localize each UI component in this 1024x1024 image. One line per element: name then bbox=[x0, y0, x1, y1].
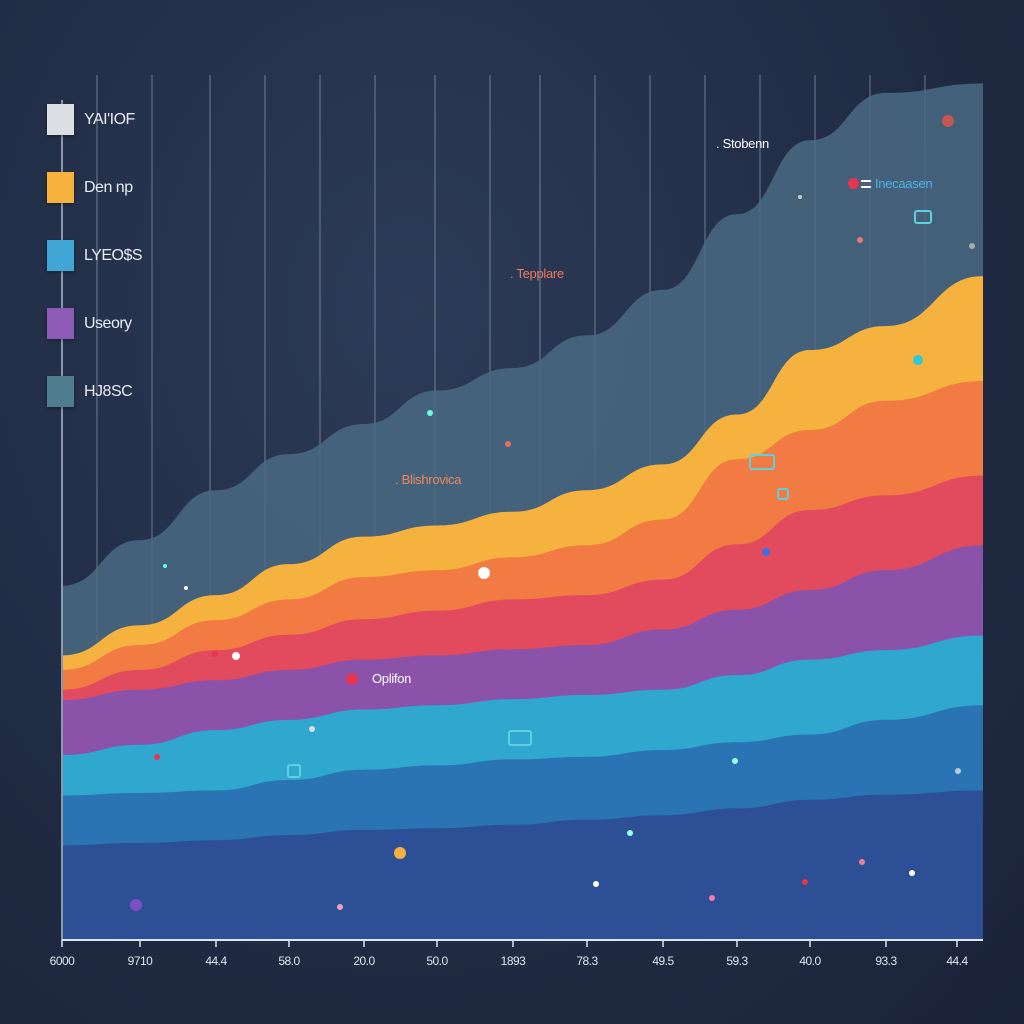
sparkle-dot bbox=[969, 243, 975, 249]
annotation-inecaasen: Inecaasen bbox=[848, 176, 933, 191]
legend-swatch bbox=[47, 308, 74, 339]
annotation-tepplare: . Tepplare bbox=[510, 266, 564, 281]
annotation-stobenn: . Stobenn bbox=[716, 136, 769, 151]
annotation-marker bbox=[346, 672, 358, 685]
sparkle-dot bbox=[163, 564, 167, 568]
legend-label: Useory bbox=[84, 314, 132, 332]
legend-item: HJ8SC bbox=[47, 376, 133, 407]
legend-item: LYEO$S bbox=[47, 240, 143, 271]
legend-label: HJ8SC bbox=[84, 382, 133, 400]
sparkle-dot bbox=[184, 586, 188, 590]
x-tick-label: 1893 bbox=[500, 954, 526, 968]
sparkle-dot bbox=[857, 237, 863, 243]
x-tick-label: 78.3 bbox=[576, 954, 598, 968]
marker-box-icon bbox=[914, 210, 932, 224]
sparkle-dot bbox=[798, 195, 802, 199]
marker-box-icon bbox=[508, 730, 532, 746]
sparkle-dot bbox=[154, 754, 160, 760]
sparkle-dot bbox=[762, 548, 770, 556]
sparkle-dot bbox=[232, 652, 240, 660]
x-tick-label: 50.0 bbox=[426, 954, 448, 968]
x-tick-label: 9710 bbox=[127, 954, 153, 968]
annotation-flag-icon bbox=[861, 179, 871, 188]
sparkle-dot bbox=[394, 847, 406, 859]
area-layer-0 bbox=[62, 790, 983, 940]
x-tick-label: 44.4 bbox=[946, 954, 968, 968]
sparkle-dot bbox=[130, 899, 142, 911]
x-ticks bbox=[61, 940, 958, 947]
x-tick-label: 49.5 bbox=[652, 954, 674, 968]
sparkle-dot bbox=[913, 355, 923, 365]
sparkle-dot bbox=[337, 904, 343, 910]
sparkle-dot bbox=[593, 881, 599, 887]
sparkle-dot bbox=[309, 726, 315, 732]
x-tick-label: 93.3 bbox=[875, 954, 897, 968]
legend-label: YAI'IOF bbox=[84, 110, 135, 128]
sparkle-dot bbox=[427, 410, 433, 416]
sparkle-dot bbox=[942, 115, 954, 127]
decorative-dots bbox=[130, 115, 975, 911]
x-tick-label: 20.0 bbox=[353, 954, 375, 968]
legend-label: Den np bbox=[84, 178, 133, 196]
sparkle-dot bbox=[212, 651, 218, 657]
legend-item: Den np bbox=[47, 172, 133, 203]
sparkle-dot bbox=[709, 895, 715, 901]
legend-label: LYEO$S bbox=[84, 246, 143, 264]
legend-item: YAI'IOF bbox=[47, 104, 135, 135]
marker-box-icon bbox=[287, 764, 301, 778]
annotation-blishrovica: . Blishrovica bbox=[395, 472, 462, 487]
sparkle-dot bbox=[859, 859, 865, 865]
sparkle-dot bbox=[955, 768, 961, 774]
marker-box-icon bbox=[749, 454, 775, 470]
legend-swatch bbox=[47, 376, 74, 407]
x-tick-label: 40.0 bbox=[799, 954, 821, 968]
area-layers bbox=[62, 83, 983, 941]
annotation-marker bbox=[848, 178, 859, 189]
legend-swatch bbox=[47, 240, 74, 271]
x-tick-label: 44.4 bbox=[205, 954, 227, 968]
sparkle-dot bbox=[478, 567, 490, 579]
x-tick-label: 6000 bbox=[49, 954, 75, 968]
sparkle-dot bbox=[909, 870, 915, 876]
sparkle-dot bbox=[505, 441, 511, 447]
legend-swatch bbox=[47, 104, 74, 135]
annotation-oplifon: Oplifon bbox=[346, 671, 411, 686]
sparkle-dot bbox=[627, 830, 633, 836]
sparkle-dot bbox=[732, 758, 738, 764]
legend-item: Useory bbox=[47, 308, 132, 339]
x-tick-label: 58.0 bbox=[278, 954, 300, 968]
marker-box-icon bbox=[777, 488, 789, 500]
sparkle-dot bbox=[802, 879, 808, 885]
x-tick-label: 59.3 bbox=[726, 954, 748, 968]
legend-swatch bbox=[47, 172, 74, 203]
